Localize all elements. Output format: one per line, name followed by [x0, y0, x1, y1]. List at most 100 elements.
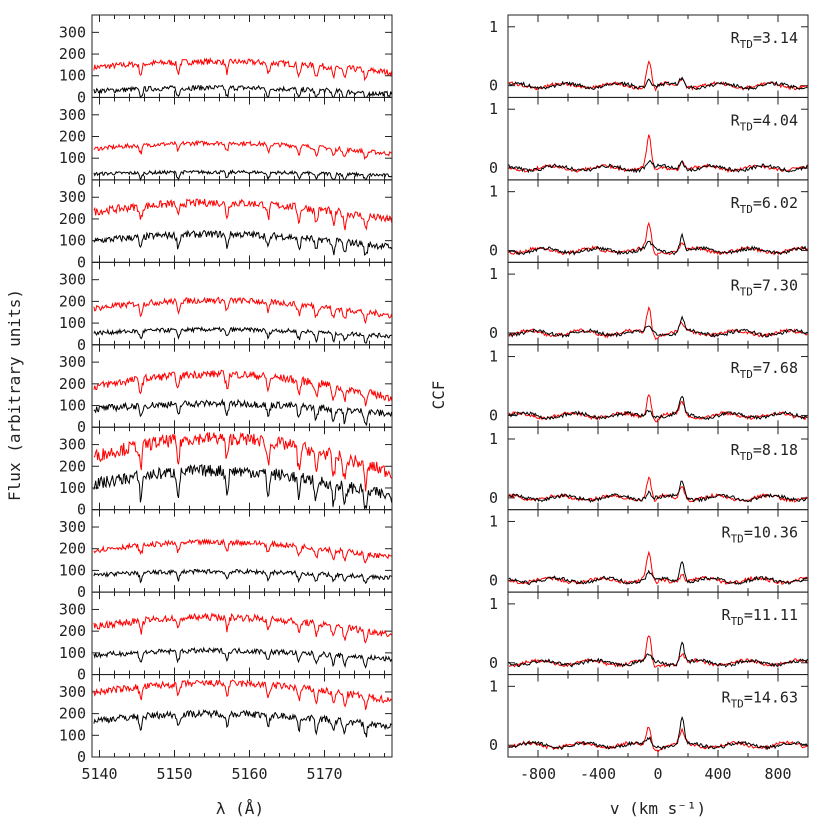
panel-label: RTD=11.11 — [722, 606, 798, 628]
x-tick-label: 5150 — [156, 765, 192, 783]
red-spectrum-line — [93, 612, 392, 644]
y-tick-label: 0 — [77, 336, 86, 354]
y-tick-label: 100 — [59, 726, 86, 744]
y-tick-label: 300 — [59, 600, 86, 618]
ccf-panels: 0 1 RTD=3.14 0 1 RTD=4.04 0 1 RTD=6.02 0 1 RTD=7.30… — [489, 14, 809, 783]
y-tick-label: 200 — [59, 127, 86, 145]
x-tick-label: -800 — [520, 765, 556, 783]
panel-frame — [91, 509, 393, 593]
red-spectrum-line — [93, 56, 393, 82]
y-tick-label: 1 — [489, 18, 498, 36]
panel-label: RTD=10.36 — [722, 524, 798, 546]
spectrum-panel: 0 100 200 300 — [59, 14, 393, 106]
panel-label: RTD=7.68 — [731, 359, 798, 381]
black-spectrum-line — [93, 229, 393, 256]
spectrum-panel: 0 100 200 300 — [59, 96, 393, 189]
spectrum-panel: 0 100 200 300 — [59, 674, 393, 766]
y-tick-label: 0 — [489, 159, 498, 177]
black-ccf-line — [508, 395, 808, 421]
y-tick-label: 200 — [59, 292, 86, 310]
x-tick-label: 0 — [653, 765, 662, 783]
panel-frame — [507, 509, 809, 593]
x-tick-label: 800 — [764, 765, 791, 783]
y-tick-label: 100 — [59, 561, 86, 579]
spectrum-panel: 0 100 200 300 — [59, 179, 393, 271]
y-tick-label: 1 — [489, 100, 498, 118]
black-spectrum-line — [93, 463, 393, 510]
y-tick-label: 300 — [59, 683, 86, 701]
panel-label: RTD=8.18 — [731, 441, 798, 463]
y-tick-label: 100 — [59, 232, 86, 250]
y-tick-label: 0 — [489, 324, 498, 342]
y-tick-label: 0 — [77, 88, 86, 106]
y-tick-label: 300 — [59, 518, 86, 536]
y-tick-label: 0 — [489, 77, 498, 95]
y-tick-label: 300 — [59, 106, 86, 124]
y-tick-label: 0 — [77, 418, 86, 436]
y-tick-label: 0 — [77, 583, 86, 601]
left-y-axis-title: Flux (arbitrary units) — [5, 289, 24, 501]
y-tick-label: 1 — [489, 183, 498, 201]
y-tick-label: 1 — [489, 430, 498, 448]
spectrum-panel: 0 100 200 300 — [59, 426, 393, 519]
spectrum-panel: 0 100 200 300 — [59, 344, 393, 436]
black-ccf-line — [508, 560, 808, 585]
y-tick-label: 0 — [77, 748, 86, 766]
panel-frame — [91, 179, 393, 263]
panel-frame — [91, 426, 393, 511]
ccf-panel: 0 1 RTD=10.36 — [489, 509, 809, 593]
panel-label: RTD=14.63 — [722, 689, 798, 711]
x-tick-label: 5160 — [231, 765, 267, 783]
red-ccf-line — [508, 305, 808, 341]
x-tick-label: -400 — [580, 765, 616, 783]
spectrum-panel: 0 100 200 300 — [59, 509, 393, 601]
ccf-panel: 0 1 RTD=11.11 — [489, 591, 809, 676]
panel-frame — [91, 344, 393, 428]
left-x-axis-title: λ (Å) — [216, 799, 264, 818]
panel-label: RTD=6.02 — [731, 194, 798, 216]
panel-label: RTD=7.30 — [731, 276, 798, 298]
red-spectrum-line — [93, 431, 392, 492]
spectra-panels: 0100200300010020030001002003000100200300… — [59, 14, 393, 783]
y-tick-label: 0 — [489, 571, 498, 589]
y-tick-label: 0 — [489, 406, 498, 424]
y-tick-label: 1 — [489, 595, 498, 613]
black-spectrum-line — [93, 709, 392, 738]
black-spectrum-line — [93, 84, 393, 99]
black-spectrum-line — [93, 398, 393, 426]
y-tick-label: 1 — [489, 677, 498, 695]
right-y-axis-title: CCF — [429, 381, 448, 410]
red-ccf-line — [508, 393, 808, 423]
red-ccf-line — [508, 60, 808, 92]
y-tick-label: 0 — [77, 253, 86, 271]
spectrum-panel: 0 100 200 300 — [59, 261, 393, 354]
y-tick-label: 300 — [59, 188, 86, 206]
y-tick-label: 0 — [489, 242, 498, 260]
x-tick-label: 5140 — [81, 765, 117, 783]
red-spectrum-line — [93, 678, 392, 710]
right-x-axis-title: v (km s⁻¹) — [610, 799, 706, 818]
y-tick-label: 100 — [59, 397, 86, 415]
panel-label: RTD=4.04 — [731, 111, 798, 133]
y-tick-label: 100 — [59, 149, 86, 167]
black-ccf-line — [508, 232, 808, 256]
y-tick-label: 200 — [59, 210, 86, 228]
ccf-panel: 0 1 RTD=7.68 — [489, 344, 809, 428]
ccf-panel: 0 1 RTD=8.18 — [489, 426, 809, 511]
panel-frame — [507, 261, 809, 346]
y-tick-label: 100 — [59, 314, 86, 332]
panel-frame — [91, 674, 393, 758]
y-tick-label: 300 — [59, 271, 86, 289]
spectrum-panel: 0 100 200 300 — [59, 591, 393, 684]
black-ccf-line — [508, 76, 808, 91]
ccf-panel: 0 1 RTD=3.14 — [489, 14, 809, 98]
panel-frame — [507, 674, 809, 758]
y-tick-label: 1 — [489, 512, 498, 530]
x-tick-label: 400 — [704, 765, 731, 783]
ccf-panel: 0 1 RTD=7.30 — [489, 261, 809, 346]
y-tick-label: 200 — [59, 457, 86, 475]
black-ccf-line — [508, 159, 808, 174]
y-tick-label: 200 — [59, 540, 86, 558]
black-ccf-line — [508, 715, 808, 751]
